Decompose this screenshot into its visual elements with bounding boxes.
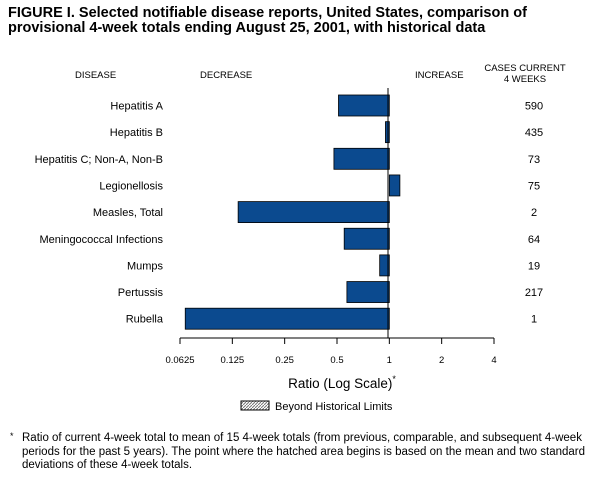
cases-value: 1 — [531, 314, 537, 326]
x-tick-label: 0.25 — [275, 355, 294, 366]
cases-value: 217 — [525, 287, 543, 299]
bar — [343, 227, 390, 250]
header-decrease: DECREASE — [200, 70, 252, 81]
cases-value: 75 — [528, 180, 540, 192]
bar — [184, 307, 390, 330]
category-label: Hepatitis A — [110, 101, 163, 113]
bar — [333, 147, 390, 170]
figure-title-line1: FIGURE I. Selected notifiable disease re… — [8, 5, 527, 21]
bar — [338, 94, 390, 117]
disease-ratio-chart: DISEASE DECREASE INCREASE CASES CURRENT … — [35, 63, 566, 413]
footnote: * Ratio of current 4-week total to mean … — [10, 431, 594, 473]
x-axis-label: Ratio (Log Scale)* — [288, 374, 396, 391]
cases-value: 2 — [531, 207, 537, 219]
cases-value: 19 — [528, 260, 540, 272]
bar — [385, 121, 390, 144]
header-cases-line1: CASES CURRENT — [484, 63, 565, 74]
category-label: Meningococcal Infections — [39, 234, 163, 246]
x-tick-label: 2 — [439, 355, 444, 366]
cases-value: 590 — [525, 101, 543, 113]
legend-swatch — [240, 400, 270, 411]
figure-title: FIGURE I. Selected notifiable disease re… — [8, 6, 594, 36]
cases-value: 435 — [525, 127, 543, 139]
x-tick-label: 1 — [387, 355, 392, 366]
figure-title-line2: provisional 4-week totals ending August … — [8, 20, 486, 36]
category-label: Hepatitis C; Non-A, Non-B — [35, 154, 163, 166]
cases-value: 73 — [528, 154, 540, 166]
x-tick-label: 0.5 — [330, 355, 343, 366]
x-tick-label: 0.0625 — [165, 355, 194, 366]
x-axis-label-text: Ratio (Log Scale) — [288, 376, 392, 391]
bar — [346, 281, 390, 303]
x-tick-label: 4 — [491, 355, 496, 366]
legend-label: Beyond Historical Limits — [275, 401, 393, 413]
bar — [237, 201, 390, 224]
header-disease: DISEASE — [75, 70, 116, 81]
category-label: Legionellosis — [99, 180, 163, 192]
category-label: Mumps — [127, 260, 164, 272]
bar — [379, 254, 390, 277]
x-axis-ticks: 0.0625 0.125 0.25 0.5 1 2 4 — [165, 338, 497, 366]
category-label: Measles, Total — [93, 207, 163, 219]
bar — [388, 174, 401, 197]
cases-value: 64 — [528, 234, 540, 246]
header-increase: INCREASE — [415, 70, 464, 81]
footnote-text: Ratio of current 4-week total to mean of… — [22, 432, 586, 471]
x-tick-label: 0.125 — [220, 355, 244, 366]
chart-rows: Hepatitis A 590 Hepatitis B 435 Hepatitis C;… — [35, 94, 543, 330]
category-label: Pertussis — [118, 287, 164, 299]
header-cases-line2: 4 WEEKS — [504, 74, 546, 85]
category-label: Hepatitis B — [110, 127, 163, 139]
x-axis-label-marker: * — [392, 374, 396, 384]
footnote-marker: * — [10, 431, 14, 441]
category-label: Rubella — [126, 314, 164, 326]
